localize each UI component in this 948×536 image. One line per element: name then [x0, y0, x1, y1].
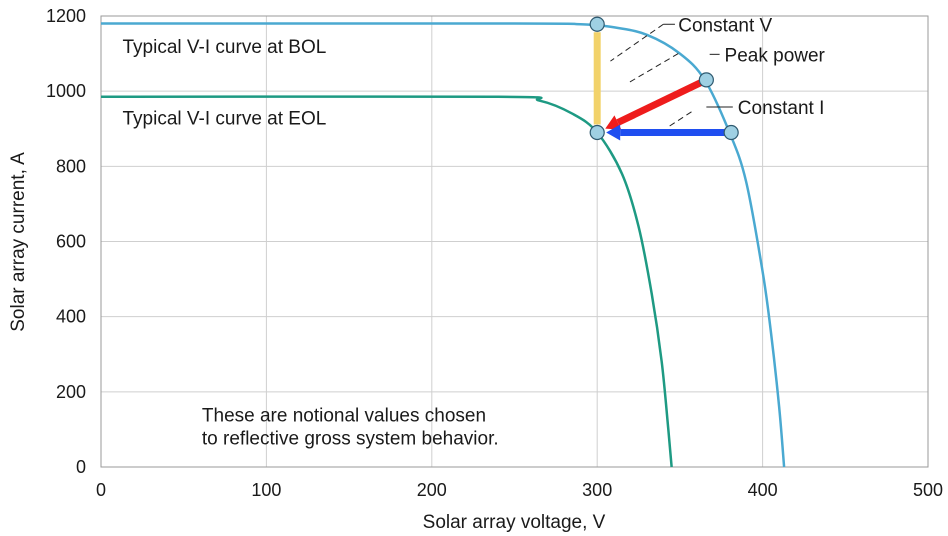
eol-curve — [100, 95, 673, 468]
y-tick-label: 1200 — [46, 6, 86, 26]
operating-point-marker — [698, 72, 714, 88]
chart-annotation: Constant I — [738, 98, 825, 119]
chart-annotation: to reflective gross system behavior. — [202, 429, 499, 450]
annotation-layer: Constant V Peak power Constant I Typical V-… — [123, 15, 826, 449]
annotation-leader-line — [610, 23, 664, 62]
x-tick-label: 100 — [251, 480, 281, 500]
x-tick-label: 300 — [582, 480, 612, 500]
annotation-leader-line — [668, 111, 692, 128]
annotation-leader-line — [626, 53, 679, 85]
y-tick-label: 400 — [56, 307, 86, 327]
x-tick-label: 400 — [748, 480, 778, 500]
y-tick-label: 0 — [76, 457, 86, 477]
chart-annotation: Peak power — [725, 45, 826, 66]
chart-annotation: Typical V-I curve at BOL — [123, 37, 327, 58]
bol-curve — [100, 22, 786, 468]
x-axis-title: Solar array voltage, V — [423, 512, 606, 533]
operating-point-marker — [723, 124, 739, 141]
grid — [100, 15, 929, 468]
chart-annotation: Typical V-I curve at EOL — [123, 108, 327, 129]
y-axis-title: Solar array current, A — [8, 152, 29, 332]
y-tick-label: 800 — [56, 156, 86, 176]
constant-i-arrow-head — [606, 124, 621, 141]
series-layer — [100, 22, 786, 468]
y-tick-label: 600 — [56, 232, 86, 252]
chart-annotation: Constant V — [678, 15, 772, 36]
y-tick-label: 1000 — [46, 81, 86, 101]
peak-power-arrow — [616, 74, 714, 126]
chart-annotation: These are notional values chosen — [202, 405, 486, 426]
operating-point-marker — [589, 16, 605, 32]
operating-point-marker — [589, 124, 605, 141]
axis-layer: 0 100 200 300 400 500 0 200 400 600 800 1000 1200 — [46, 6, 943, 500]
y-tick-label: 200 — [56, 382, 86, 402]
x-tick-label: 500 — [913, 480, 943, 500]
x-tick-label: 0 — [96, 480, 106, 500]
arrow-layer — [593, 32, 738, 141]
plot-frame — [100, 15, 929, 468]
leader-layer — [610, 23, 733, 128]
marker-layer — [589, 16, 739, 141]
x-tick-label: 200 — [417, 480, 447, 500]
